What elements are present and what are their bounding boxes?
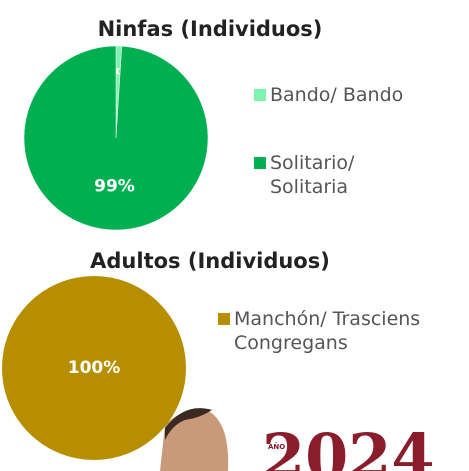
- legend-item: Solitario/ Solitaria: [254, 151, 434, 199]
- pie-slice: [2, 276, 186, 460]
- footer-year: 2024: [262, 420, 435, 471]
- chart-title: Ninfas (Individuos): [98, 17, 323, 41]
- legend-item: Manchón/ Trasciens Congregans: [218, 307, 458, 355]
- portrait-hair: [165, 408, 212, 440]
- portrait: [160, 410, 229, 471]
- footer-small: AÑO DE: [268, 442, 298, 451]
- legend-text: Bando/ Bando: [270, 84, 404, 106]
- legend-swatch: [254, 157, 266, 169]
- legend-swatch: [254, 89, 266, 101]
- legend-item: Bando/ Bando: [254, 83, 434, 107]
- legend-text: Manchón/ Trasciens Congregans: [234, 308, 421, 354]
- pie-slice: [23, 45, 209, 231]
- data-label: 100%: [68, 358, 121, 378]
- legend-swatch: [218, 313, 230, 325]
- legend-text: Solitario/ Solitaria: [270, 152, 355, 198]
- data-label: 99%: [94, 177, 135, 197]
- chart-title: Adultos (Individuos): [90, 249, 330, 273]
